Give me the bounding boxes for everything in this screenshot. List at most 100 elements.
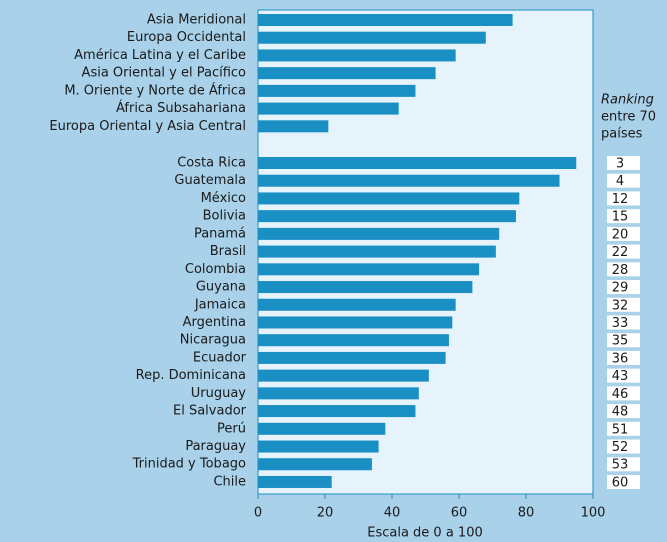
bar [258,475,332,488]
rank-box [607,315,640,330]
bar [258,227,500,240]
rank-label: 12 [612,192,629,207]
bar [258,14,513,26]
rank-label: 60 [612,475,629,490]
category-label: Nicaragua [180,333,246,348]
rank-label: 48 [612,405,629,420]
category-label: Trinidad y Tobago [132,457,246,472]
rank-box [607,156,640,170]
category-label: Colombia [185,262,246,277]
bar [258,120,329,133]
x-tick-label: 40 [384,506,401,521]
bar [258,263,480,276]
rank-box [607,368,640,383]
bar [258,31,486,44]
x-tick-label: 0 [254,506,262,521]
rank-box [607,191,640,206]
rank-box [607,262,640,277]
rank-box [607,297,640,312]
category-label: Argentina [183,315,246,330]
bar [258,369,429,382]
bar [258,102,399,115]
category-label: Jamaica [194,297,246,312]
category-label: Asia Oriental y el Pacífico [82,66,246,81]
bar [258,458,372,471]
rank-label: 22 [612,245,629,260]
category-label: México [201,191,246,206]
bar [258,210,516,223]
rank-box [607,386,640,401]
rank-box [607,226,640,241]
rank-header: entre 70 [601,110,656,125]
category-label: Uruguay [191,386,247,401]
bar [258,387,419,400]
bar [258,351,446,364]
category-label: África Subsahariana [116,100,246,116]
bar [258,422,386,435]
rank-header: Ranking [601,93,654,108]
category-label: Perú [217,421,246,436]
bar [258,440,379,453]
bar [258,245,496,258]
rank-label: 52 [612,440,629,455]
rank-box [607,244,640,259]
bar [258,298,456,311]
rank-label: 3 [616,157,624,172]
rank-label: 51 [612,422,629,437]
category-label: Bolivia [203,209,246,224]
x-tick-label: 100 [581,506,606,521]
category-label: Rep. Dominicana [136,368,246,383]
rank-box [607,173,640,188]
rank-label: 36 [612,351,629,366]
rank-box [607,280,640,295]
category-label: El Salvador [173,404,247,419]
rank-label: 28 [612,263,629,278]
bar [258,192,520,205]
rank-label: 20 [612,227,629,242]
category-label: Europa Oriental y Asia Central [49,119,246,134]
bar [258,67,436,80]
rank-label: 46 [612,387,629,402]
category-label: Guatemala [174,173,246,188]
rank-box [607,209,640,224]
bar [258,84,416,97]
rank-label: 33 [612,316,629,331]
x-axis-label: Escala de 0 a 100 [367,526,483,541]
category-label: Europa Occidental [127,30,246,45]
rank-box [607,457,640,472]
bar [258,281,473,294]
rank-box [607,404,640,419]
category-label: Asia Meridional [147,13,246,28]
rank-box [607,350,640,365]
rank-label: 15 [612,210,629,225]
rank-header: países [601,127,643,142]
bar [258,334,449,347]
rank-box [607,474,640,489]
rank-label: 35 [612,334,629,349]
category-label: M. Oriente y Norte de África [64,82,246,98]
x-tick-label: 60 [451,506,468,521]
rank-label: 4 [616,174,624,189]
category-label: Paraguay [185,439,246,454]
category-label: Guyana [196,280,246,295]
bar [258,405,416,418]
rank-box [607,439,640,454]
category-label: América Latina y el Caribe [74,48,246,63]
category-label: Ecuador [193,350,247,365]
category-label: Panamá [194,226,246,241]
rank-label: 43 [612,369,629,384]
rank-box [607,333,640,348]
bar [258,316,453,329]
bar [258,157,577,169]
category-label: Chile [213,474,246,489]
rank-label: 53 [612,458,629,473]
x-tick-label: 20 [317,506,334,521]
rank-label: 29 [612,281,629,296]
rank-label: 32 [612,298,629,313]
category-label: Costa Rica [177,156,246,171]
category-label: Brasil [210,244,246,259]
bar [258,49,456,62]
rank-box [607,421,640,436]
x-tick-label: 80 [518,506,535,521]
